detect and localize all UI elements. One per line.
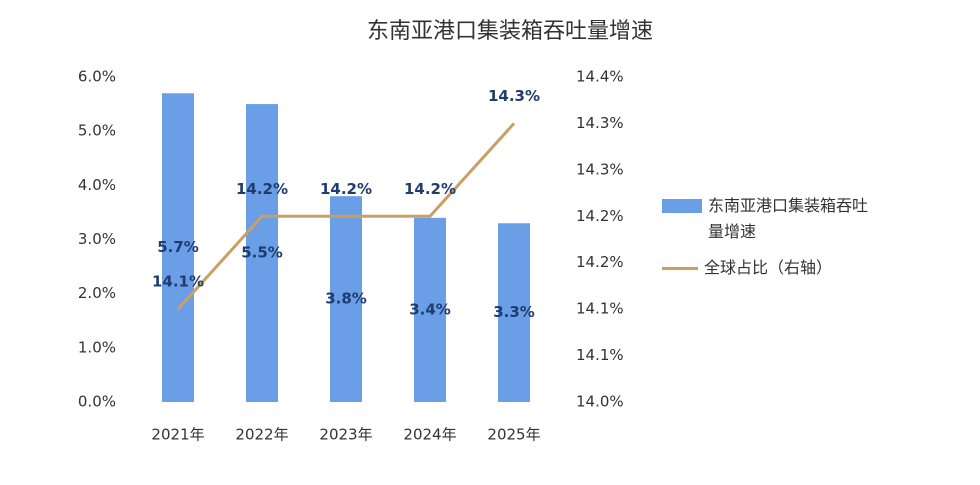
bar [246,104,278,402]
x-tick-label: 2025年 [487,426,540,444]
legend-item: 东南亚港口集装箱吞吐量增速 [662,193,902,245]
y-tick-label: 6.0% [78,68,116,86]
bar [414,217,446,402]
legend-swatch [662,199,702,213]
y2-tick-label: 14.1% [576,346,624,364]
bar-value-label: 5.5% [241,244,283,262]
y-tick-label: 1.0% [78,338,116,356]
line-value-label: 14.1% [152,273,204,291]
legend-swatch [662,267,698,270]
bar-value-label: 3.4% [409,300,451,318]
bar [162,93,194,402]
line-value-label: 14.3% [488,87,540,105]
bar-value-label: 5.7% [157,238,199,256]
bar [330,196,362,402]
y-tick-label: 4.0% [78,176,116,194]
line [176,122,516,311]
y2-tick-label: 14.4% [576,68,624,86]
y2-tick-label: 14.1% [576,300,624,318]
line-value-label: 14.2% [320,180,372,198]
legend-label: 东南亚港口集装箱吞吐量增速 [708,196,869,241]
line-value-label: 14.2% [236,180,288,198]
y-tick-label: 0.0% [78,393,116,411]
y2-tick-label: 14.3% [576,114,624,132]
legend-item: 全球占比（右轴） [662,255,902,281]
bar [498,223,530,402]
x-tick-label: 2022年 [235,426,288,444]
x-tick-label: 2021年 [151,426,204,444]
y-tick-label: 3.0% [78,230,116,248]
y-tick-label: 2.0% [78,284,116,302]
bar-value-label: 3.3% [493,303,535,321]
legend-label: 全球占比（右轴） [704,258,833,277]
bar-value-label: 3.8% [325,290,367,308]
y2-tick-label: 14.3% [576,160,624,178]
line-value-label: 14.2% [404,180,456,198]
chart-title: 东南亚港口集装箱吞吐量增速 [367,19,653,44]
x-tick-label: 2023年 [319,426,372,444]
legend: 东南亚港口集装箱吞吐量增速全球占比（右轴） [662,193,902,291]
x-tick-label: 2024年 [403,426,456,444]
y-tick-label: 5.0% [78,122,116,140]
y2-tick-label: 14.2% [576,253,624,271]
y2-tick-label: 14.0% [576,393,624,411]
y2-tick-label: 14.2% [576,207,624,225]
